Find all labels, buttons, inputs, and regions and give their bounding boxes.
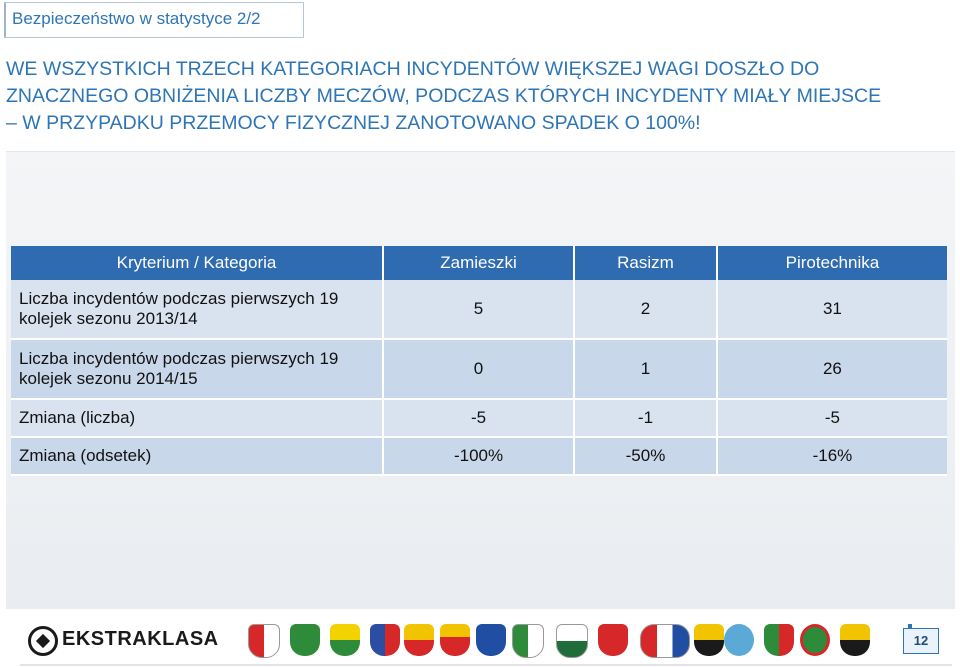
club-crest-icon [598,624,628,656]
cell-riots: -100% [383,437,576,476]
header-criterion: Kryterium / Kategoria [11,246,384,280]
table-row: Zmiana (liczba) -5 -1 -5 [11,399,947,438]
cell-riots: -5 [383,399,576,438]
headline-line-1: WE WSZYSTKICH TRZECH KATEGORIACH INCYDEN… [6,58,820,80]
cell-racism: -50% [574,437,718,476]
club-crest-icon [476,624,506,656]
table-row: Liczba incydentów podczas pierwszych 19 … [11,280,947,340]
club-crest-icon [330,624,360,656]
club-crest-icon [556,624,588,658]
headline-line-2: ZNACZNEGO OBNIŻENIA LICZBY MECZÓW, PODCZ… [6,85,882,107]
club-crest-icon [640,624,690,658]
row-label: Zmiana (odsetek) [11,437,384,476]
table-header-row: Kryterium / Kategoria Zamieszki Rasizm P… [11,246,947,280]
page-number: 12 [903,624,939,654]
header-riots: Zamieszki [383,246,576,280]
row-label: Liczba incydentów podczas pierwszych 19 … [11,280,384,340]
header-racism: Rasizm [574,246,718,280]
club-crest-icon [370,624,400,656]
cell-pyrotechnics: 26 [716,339,947,400]
club-crest-icon [248,624,280,658]
cell-pyrotechnics: 31 [716,280,947,340]
club-crest-icon [512,624,544,658]
club-crest-icon [694,624,724,656]
club-crest-icon [404,624,434,656]
cell-racism: 2 [574,280,718,340]
headline-line-3: – W PRZYPADKU PRZEMOCY FIZYCZNEJ ZANOTOW… [6,112,701,134]
cell-racism: 1 [574,339,718,400]
club-crest-icon [840,624,870,656]
incidents-table: Kryterium / Kategoria Zamieszki Rasizm P… [11,246,947,476]
headline: WE WSZYSTKICH TRZECH KATEGORIACH INCYDEN… [6,56,956,137]
ekstraklasa-ball-logo-icon [28,626,58,656]
cell-pyrotechnics: -16% [716,437,947,476]
table-row: Zmiana (odsetek) -100% -50% -16% [11,437,947,476]
table-row: Liczba incydentów podczas pierwszych 19 … [11,339,947,400]
cell-pyrotechnics: -5 [716,399,947,438]
cell-riots: 5 [383,280,576,340]
club-crest-icon [724,624,754,656]
row-label: Zmiana (liczba) [11,399,384,438]
cell-riots: 0 [383,339,576,400]
club-crest-icon [290,624,320,656]
footer-divider [20,664,952,666]
footer: EKSTRAKLASA 12 [0,612,960,667]
brand-name: EKSTRAKLASA [62,628,219,650]
slide-title-box: Bezpieczeństwo w statystyce 2/2 [4,2,304,38]
slide-title: Bezpieczeństwo w statystyce 2/2 [12,9,261,28]
club-crest-icon [800,624,830,656]
club-crest-icon [764,624,794,656]
cell-racism: -1 [574,399,718,438]
header-pyrotechnics: Pirotechnika [716,246,947,280]
row-label: Liczba incydentów podczas pierwszych 19 … [11,339,384,400]
club-crest-icon [440,624,470,656]
